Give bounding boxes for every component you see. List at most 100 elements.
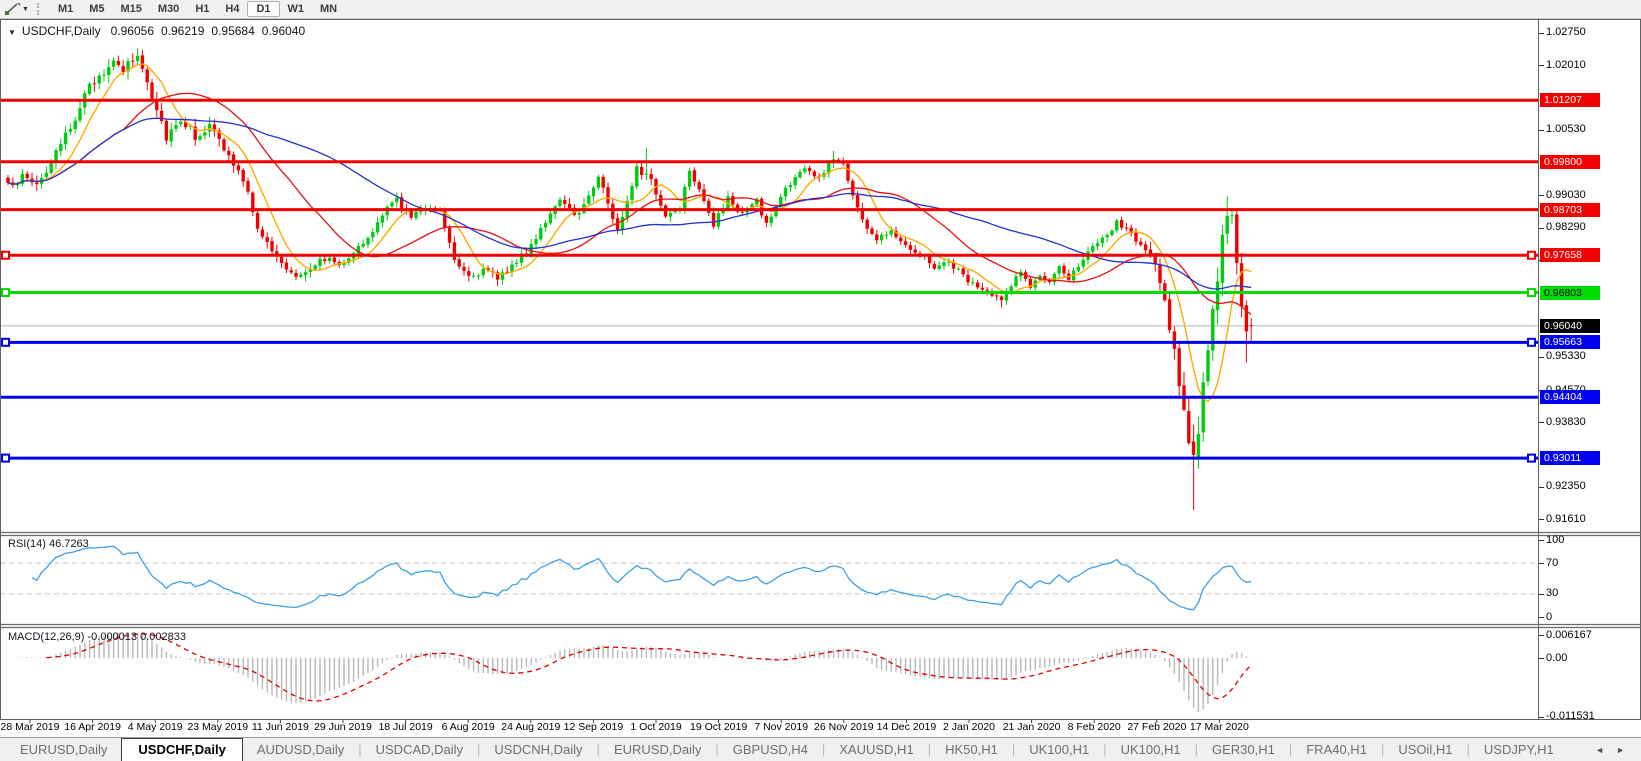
- line-selection-handle[interactable]: [1527, 250, 1536, 260]
- candle-body: [572, 207, 577, 215]
- line-selection-handle[interactable]: [1527, 453, 1536, 463]
- candle-body: [121, 65, 125, 72]
- line-selection-handle[interactable]: [1527, 337, 1536, 347]
- rsi-axis-label: 30: [1546, 587, 1559, 600]
- candle-body: [707, 200, 711, 213]
- candle-body: [183, 121, 188, 128]
- timeframe-button-m1[interactable]: M1: [57, 3, 74, 15]
- chart-tab-usoil-h1[interactable]: USOil,H1: [1398, 742, 1453, 757]
- chart-tab-hk50-h1[interactable]: HK50,H1: [945, 742, 998, 757]
- rsi-panel[interactable]: [0, 545, 1538, 611]
- candle-body: [591, 187, 596, 197]
- candle-body: [145, 69, 149, 83]
- candle-body: [1052, 273, 1057, 283]
- timeframe-button-w1[interactable]: W1: [287, 3, 305, 15]
- chart-tab-xauusd-h1[interactable]: XAUUSD,H1: [839, 742, 914, 757]
- tabs-scroll-right-button[interactable]: ►: [1616, 745, 1625, 755]
- candle-body: [443, 210, 447, 228]
- main-price-panel[interactable]: [0, 48, 1538, 511]
- candle-body: [975, 282, 980, 288]
- line-selection-handle[interactable]: [1, 288, 10, 298]
- candle-body: [395, 197, 399, 203]
- timeframe-button-h1[interactable]: H1: [195, 3, 210, 15]
- price-level-label: 0.99800: [1540, 154, 1600, 169]
- candle-body: [855, 195, 860, 208]
- line-selection-handle[interactable]: [1, 250, 10, 260]
- toolbar-grip-handle[interactable]: [36, 3, 42, 15]
- chart-tab-uk100-h1[interactable]: UK100,H1: [1120, 742, 1181, 757]
- price-axis-tick-mark: [1539, 195, 1544, 197]
- timeframe-button-h4[interactable]: H4: [225, 3, 240, 15]
- candle-body: [299, 274, 303, 277]
- candle-body: [207, 124, 212, 132]
- candle-body: [35, 182, 39, 185]
- candle-body: [1047, 280, 1052, 283]
- candle-body: [447, 227, 452, 243]
- chart-tab-ger30-h1[interactable]: GER30,H1: [1211, 742, 1275, 757]
- price-axis-tick-mark: [1539, 65, 1544, 67]
- candle-body: [212, 124, 217, 132]
- candle-body: [59, 144, 63, 152]
- candle-body: [332, 257, 337, 263]
- candle-body: [716, 213, 721, 227]
- candle-body: [1211, 308, 1215, 351]
- candle-body: [92, 83, 97, 85]
- candle-body: [980, 287, 985, 290]
- candle-body: [1100, 237, 1105, 244]
- tabs-scroll-left-button[interactable]: ◄: [1595, 745, 1605, 755]
- chart-tab-gbpusd-h4[interactable]: GBPUSD,H4: [732, 742, 808, 757]
- tab-separator: |: [1288, 742, 1293, 757]
- chart-tab-uk100-h1[interactable]: UK100,H1: [1029, 742, 1090, 757]
- chart-tab-eurusd-daily[interactable]: EURUSD,Daily: [20, 742, 108, 757]
- price-axis-tick-mark: [1539, 519, 1544, 521]
- line-selection-handle[interactable]: [1527, 288, 1536, 298]
- time-axis[interactable]: 28 Mar 2019 16 Apr 2019 4 May 2019 23 May 2…: [0, 720, 1538, 737]
- candle-body: [414, 211, 418, 219]
- candle-body: [769, 216, 773, 224]
- chart-tab-audusd-daily[interactable]: AUDUSD,Daily: [256, 742, 345, 757]
- candle-body: [515, 262, 519, 264]
- timeframe-button-m15[interactable]: M15: [120, 3, 142, 15]
- line-selection-handle[interactable]: [1, 453, 10, 463]
- candle-body: [241, 169, 245, 182]
- macd-panel[interactable]: [8, 633, 1252, 712]
- chart-tab-usdchf-daily[interactable]: USDCHF,Daily: [121, 738, 243, 761]
- candle-body: [611, 203, 615, 219]
- candle-body: [54, 150, 58, 163]
- chart-tab-usdcnh-daily[interactable]: USDCNH,Daily: [494, 742, 583, 757]
- chart-tab-usdcad-daily[interactable]: USDCAD,Daily: [375, 742, 464, 757]
- time-axis-label: 19 Oct 2019: [689, 721, 748, 733]
- candle-body: [97, 75, 101, 84]
- candle-body: [371, 232, 375, 238]
- tab-separator: |: [477, 742, 481, 757]
- chart-tab-eurusd-daily[interactable]: EURUSD,Daily: [613, 742, 702, 757]
- timeframe-button-m5[interactable]: M5: [89, 3, 105, 15]
- candle-body: [711, 212, 716, 227]
- chart-tab-fra40-h1[interactable]: FRA40,H1: [1306, 742, 1367, 757]
- candle-body: [217, 130, 221, 139]
- timeframe-button-m30[interactable]: M30: [157, 3, 180, 15]
- line-selection-handle[interactable]: [1, 337, 10, 347]
- rsi-line: [31, 545, 1252, 611]
- candle-body: [798, 171, 802, 178]
- candle-body: [265, 237, 269, 242]
- tab-separator: |: [1194, 742, 1198, 757]
- timeframe-button-d1[interactable]: D1: [247, 1, 280, 17]
- dropdown-arrow-icon[interactable]: ▼: [22, 5, 29, 13]
- candle-body: [697, 182, 701, 190]
- candle-body: [1177, 348, 1181, 387]
- candle-body: [1196, 433, 1201, 458]
- candle-body: [116, 61, 121, 66]
- draw-line-tool-icon[interactable]: [3, 2, 21, 16]
- chart-tab-usdjpy-h1[interactable]: USDJPY,H1: [1483, 742, 1554, 757]
- candle-body: [937, 265, 941, 269]
- symbol-dropdown-icon[interactable]: ▼: [8, 28, 16, 37]
- candle-body: [1244, 305, 1249, 332]
- candle-body: [903, 241, 908, 245]
- candle-body: [932, 263, 937, 269]
- timeframe-button-mn[interactable]: MN: [320, 3, 338, 15]
- candle-body: [779, 196, 783, 207]
- price-axis[interactable]: 1.027501.020101.005300.990300.982900.975…: [1539, 19, 1640, 722]
- price-axis-tick: 0.98290: [1546, 221, 1586, 234]
